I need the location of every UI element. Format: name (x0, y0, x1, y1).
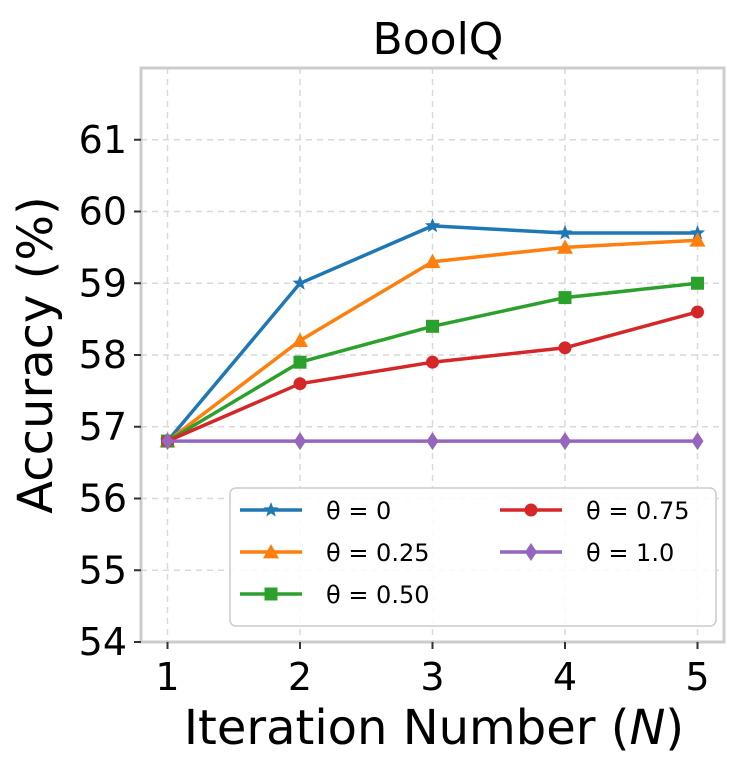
x-tick-label: 2 (288, 655, 312, 699)
x-tick-label: 1 (155, 655, 179, 699)
x-axis-label: Iteration Number (N) (184, 700, 684, 756)
data-point (689, 232, 706, 247)
data-point (293, 377, 307, 391)
data-point (426, 319, 439, 333)
legend-label: θ = 0 (326, 497, 391, 525)
y-tick-label: 59 (79, 261, 127, 305)
legend-entry: θ = 0.50 (240, 581, 430, 609)
data-point (559, 432, 571, 451)
y-tick-label: 54 (79, 620, 127, 664)
y-tick-labels: 54 55 56 57 58 59 60 61 (79, 118, 141, 664)
legend-marker (263, 544, 279, 559)
y-tick-label: 58 (79, 333, 127, 377)
x-tick-label: 5 (685, 655, 709, 699)
legend-entry: θ = 0 (240, 497, 391, 525)
y-tick-label: 55 (79, 548, 127, 592)
legend: θ = 0 θ = 0.25 θ = 0.50 θ = 0.75 θ = 1.0 (229, 487, 717, 627)
data-point (557, 239, 573, 254)
chart-title: BoolQ (373, 14, 504, 65)
x-tick-label: 3 (420, 655, 444, 699)
legend-marker (264, 587, 278, 601)
legend-label: θ = 0.25 (326, 539, 430, 567)
data-point (426, 355, 439, 369)
legend-box (229, 487, 717, 627)
y-tick-label: 57 (79, 405, 127, 449)
data-point (691, 305, 704, 319)
data-point (424, 217, 441, 233)
legend-entry: θ = 0.75 (500, 497, 690, 525)
data-point (426, 432, 439, 451)
data-point (293, 355, 307, 369)
x-axis-label-paren-close: ) (665, 700, 684, 756)
series-layer (159, 217, 706, 451)
data-point (424, 253, 441, 269)
legend-marker (525, 543, 537, 561)
x-tick-label: 4 (553, 655, 577, 699)
legend-label: θ = 0.50 (326, 581, 430, 609)
y-tick-label: 60 (79, 190, 127, 234)
legend-marker (524, 503, 538, 517)
data-point (161, 432, 174, 451)
series-4 (161, 432, 704, 451)
data-point (691, 276, 704, 290)
legend-label: θ = 0.75 (586, 497, 690, 525)
x-tick-labels: 1 2 3 4 5 (155, 642, 710, 699)
data-point (691, 432, 704, 451)
legend-entry: θ = 0.25 (240, 539, 430, 567)
data-point (558, 341, 572, 355)
data-point (292, 275, 308, 290)
series-3 (161, 305, 704, 448)
data-point (557, 225, 573, 240)
x-axis-label-var: N (630, 700, 666, 756)
data-point (292, 332, 308, 348)
data-point (558, 291, 572, 305)
legend-label: θ = 1.0 (586, 539, 674, 567)
legend-entry: θ = 1.0 (500, 539, 674, 567)
y-axis-label: Accuracy (%) (8, 196, 64, 513)
x-axis-label-text: Iteration Number (184, 700, 596, 756)
legend-marker (263, 502, 279, 517)
y-tick-label: 56 (79, 477, 127, 521)
y-tick-label: 61 (79, 118, 127, 162)
x-axis-label-paren-open: ( (596, 700, 630, 756)
data-point (294, 432, 306, 451)
series-1 (159, 232, 706, 448)
